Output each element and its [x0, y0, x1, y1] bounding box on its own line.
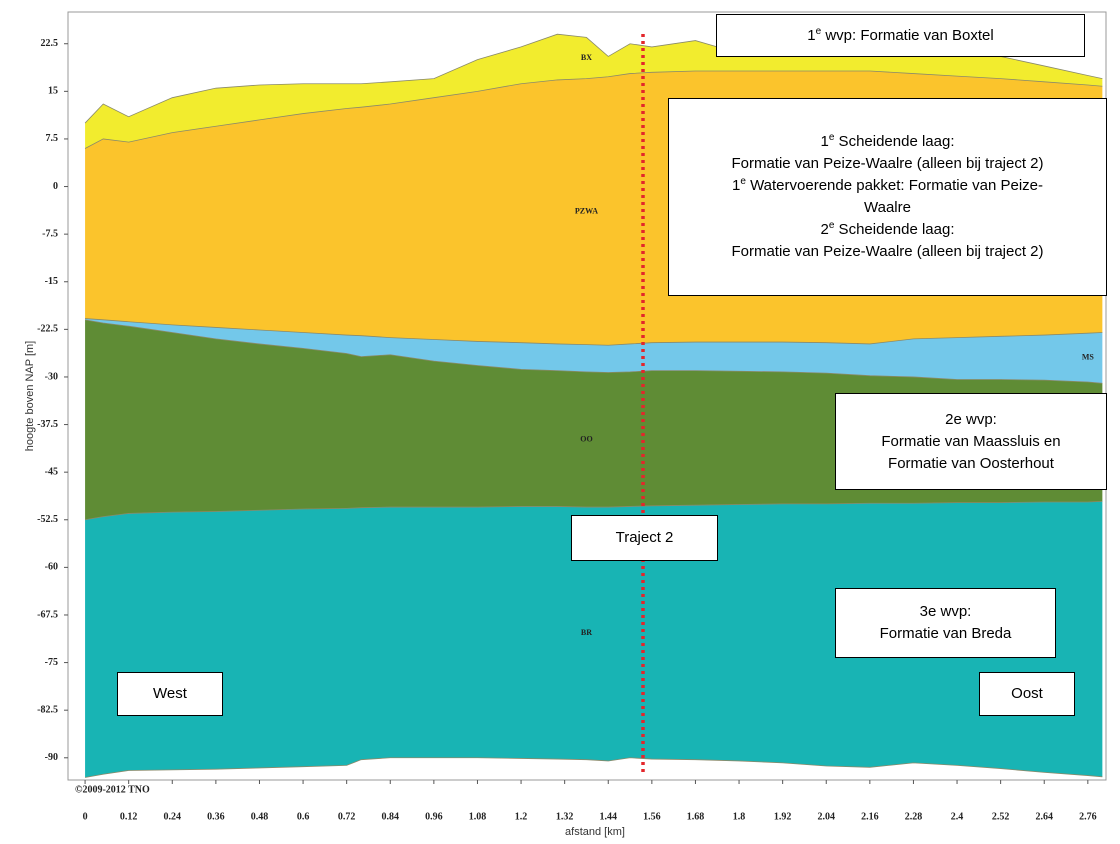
annotation-line: Oost — [1011, 685, 1043, 702]
y-tick-label: 15 — [48, 86, 58, 97]
x-tick-label: 0.96 — [425, 811, 443, 822]
superscript: e — [815, 25, 822, 37]
annotation-line: Formatie van Oosterhout — [888, 454, 1054, 472]
annotation-box: 2e wvp: Formatie van Maassluis en Formatie… — [835, 393, 1107, 490]
annotation-text: 1 — [820, 133, 829, 150]
annotation-line: West — [153, 685, 187, 702]
x-tick-label: 0.48 — [251, 811, 269, 822]
annotation-line: Waalre — [864, 199, 911, 216]
annotation-text: 1 — [732, 177, 741, 194]
layer-area — [85, 501, 1103, 778]
x-tick-label: 2.04 — [817, 811, 835, 822]
y-tick-label: 22.5 — [41, 38, 59, 49]
layer-label: MS — [1082, 352, 1095, 361]
boundary-line — [85, 319, 1103, 384]
annotation-box: 1e Scheidende laag: Formatie van Peize-Wa… — [668, 98, 1107, 296]
x-tick-label: 1.56 — [643, 811, 661, 822]
x-tick-label: 1.8 — [733, 811, 746, 822]
x-tick-label: 1.68 — [687, 811, 705, 822]
x-tick-label: 2.52 — [992, 811, 1010, 822]
boundary-line — [84, 70, 1103, 149]
copyright: ©2009-2012 TNO — [75, 784, 150, 795]
y-tick-label: -52.5 — [37, 514, 58, 525]
x-tick-label: 0.84 — [382, 811, 400, 822]
x-tick-label: 0.12 — [120, 811, 138, 822]
boundary-line — [85, 318, 1103, 346]
x-tick-label: 0.24 — [164, 811, 182, 822]
y-tick-label: -22.5 — [37, 324, 58, 335]
y-tick-label: -45 — [45, 466, 58, 477]
annotation-text: 1 — [807, 26, 816, 44]
y-tick-label: -30 — [45, 371, 58, 382]
annotation-line: Traject 2 — [615, 529, 674, 546]
y-tick-label: 0 — [53, 181, 58, 192]
y-tick-label: -90 — [45, 752, 58, 763]
annotation-box: 1e wvp: Formatie van Boxtel — [716, 14, 1085, 57]
y-tick-label: -15 — [45, 276, 58, 287]
boundary-line — [85, 500, 1103, 521]
x-tick-label: 1.32 — [556, 811, 574, 822]
annotation-text: Scheidende laag: — [834, 221, 955, 238]
y-tick-label: -60 — [45, 562, 58, 573]
annotation-text: Scheidende laag: — [834, 133, 955, 150]
x-tick-label: 0.72 — [338, 811, 356, 822]
x-tick-label: 2.76 — [1079, 811, 1097, 822]
annotation-box: West — [117, 672, 223, 716]
x-tick-label: 1.08 — [469, 811, 487, 822]
x-tick-label: 1.44 — [600, 811, 618, 822]
annotation-text: wvp: Formatie van Boxtel — [821, 26, 994, 44]
axes: 22.5 15 7.5 0 -7.5 -15 -22.5 -30 -37.5 -45 -52.5 -6… — [37, 38, 1096, 822]
layer-area — [85, 34, 1103, 149]
layer-label: BX — [581, 53, 592, 62]
boundary-line — [85, 757, 1103, 778]
superscript: e — [740, 176, 746, 187]
annotation-box: 3e wvp: Formatie van Breda — [835, 588, 1056, 658]
annotation-line: Formatie van Breda — [879, 625, 1012, 642]
layer-label: PZWA — [575, 206, 598, 215]
y-tick-label: -75 — [45, 657, 58, 668]
x-tick-label: 2.16 — [861, 811, 879, 822]
x-tick-label: 1.2 — [515, 811, 528, 822]
annotation-line: 2e Scheidende laag: — [820, 219, 954, 241]
x-tick-label: 1.92 — [774, 811, 792, 822]
annotation-line: 2e wvp: — [945, 410, 997, 428]
x-axis-label: afstand [km] — [565, 826, 625, 838]
x-tick-label: 0 — [83, 811, 88, 822]
y-tick-label: -67.5 — [37, 609, 58, 620]
annotation-line: Formatie van Maassluis en — [881, 432, 1061, 450]
annotation-line: 1e Watervoerende pakket: Formatie van Pe… — [732, 175, 1043, 197]
y-tick-label: 7.5 — [46, 133, 59, 144]
x-tick-label: 2.4 — [951, 811, 964, 822]
annotation-box: Traject 2 — [571, 515, 718, 561]
x-tick-label: 2.64 — [1035, 811, 1053, 822]
y-tick-label: -37.5 — [37, 419, 58, 430]
x-tick-label: 0.36 — [207, 811, 225, 822]
annotation-line: 1e Scheidende laag: — [820, 131, 954, 153]
annotation-line: Formatie van Peize-Waalre (alleen bij tr… — [731, 155, 1044, 172]
superscript: e — [828, 220, 835, 231]
annotation-line: 1e wvp: Formatie van Boxtel — [807, 25, 993, 47]
y-tick-label: -7.5 — [42, 228, 58, 239]
annotation-text: Watervoerende pakket: Formatie van Peize… — [745, 177, 1043, 194]
layer-label: BR — [581, 628, 592, 637]
annotation-line: 3e wvp: — [919, 603, 972, 620]
annotation-box: Oost — [979, 672, 1075, 716]
layer-label: OO — [580, 434, 592, 443]
annotation-text: 2 — [820, 221, 829, 238]
x-tick-label: 2.28 — [905, 811, 923, 822]
superscript: e — [828, 132, 835, 143]
y-axis-label: hoogte boven NAP [m] — [24, 341, 36, 451]
x-tick-label: 0.6 — [297, 811, 310, 822]
y-tick-label: -82.5 — [37, 704, 58, 715]
annotation-line: Formatie van Peize-Waalre (alleen bij tr… — [731, 243, 1044, 260]
